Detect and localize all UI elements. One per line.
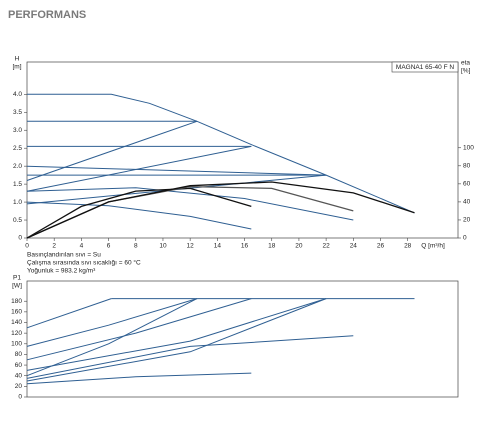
curve [26, 298, 327, 371]
x-tick-label: 26 [377, 243, 385, 250]
x-tick-label: 10 [159, 243, 167, 250]
y-tick-label: 0 [18, 235, 22, 242]
curve [26, 298, 198, 347]
y-tick-label: 2.5 [13, 145, 22, 152]
y2-tick-label: 80 [463, 163, 471, 170]
y-tick-label: 0.5 [13, 217, 22, 224]
x-tick-label: 18 [268, 243, 276, 250]
y-axis-unit: [m] [12, 64, 21, 71]
y-axis-label: H [15, 56, 20, 63]
curve [26, 298, 112, 329]
y-tick-label: 1.0 [13, 199, 22, 206]
y2-tick-label: 0 [463, 235, 467, 242]
x-tick-label: 16 [241, 243, 249, 250]
x-tick-label: 4 [80, 243, 84, 250]
y-tick-label: 4.0 [13, 91, 22, 98]
y2-axis-unit: [%] [461, 68, 471, 75]
legend-box [391, 61, 459, 73]
y-tick-label: 160 [11, 309, 22, 316]
x-tick-label: 6 [107, 243, 111, 250]
x-tick-label: 22 [322, 243, 330, 250]
curve [26, 185, 354, 239]
curve [26, 298, 327, 382]
y-tick-label: 100 [11, 341, 22, 348]
note: Çalışma sırasında sıvı sıcaklığı = 60 °C [27, 259, 141, 267]
x-tick-label: 0 [25, 243, 29, 250]
y2-tick-label: 100 [463, 144, 474, 151]
y2-tick-label: 40 [463, 199, 471, 206]
curve [26, 181, 415, 239]
curve [26, 298, 252, 361]
y-tick-label: 120 [11, 330, 22, 337]
plot-frame [26, 280, 459, 398]
curve [26, 335, 354, 379]
curve [26, 165, 327, 176]
y2-tick-label: 60 [463, 181, 471, 188]
curve [26, 187, 354, 221]
x-tick-label: 12 [187, 243, 195, 250]
y-axis-label: P1 [13, 275, 21, 282]
y2-axis-label: eta [461, 60, 470, 67]
y-tick-label: 40 [15, 372, 23, 379]
x-tick-label: 14 [214, 243, 222, 250]
y-tick-label: 2.0 [13, 163, 22, 170]
x-tick-label: 28 [404, 243, 412, 250]
y2-tick-label: 20 [463, 217, 471, 224]
note: Basınçlandırılan sıvı = Su [27, 252, 101, 259]
y-axis-unit: [W] [12, 283, 22, 290]
page-title: PERFORMANS [8, 9, 86, 21]
x-tick-label: 24 [350, 243, 358, 250]
curve [26, 187, 252, 239]
curve [26, 201, 252, 230]
y-tick-label: 60 [15, 362, 23, 369]
plot-frame [26, 61, 459, 239]
x-tick-label: 20 [295, 243, 303, 250]
y-tick-label: 140 [11, 319, 22, 326]
curve [27, 93, 415, 214]
y-tick-label: 1.5 [13, 181, 22, 188]
note: Yoğunluk = 983.2 kg/m³ [27, 268, 96, 275]
y-tick-label: 20 [15, 383, 23, 390]
curve [26, 145, 252, 192]
curve [26, 298, 198, 377]
y-tick-label: 3.5 [13, 109, 22, 116]
x-axis-label: Q [m³/h] [421, 243, 445, 250]
y-tick-label: 80 [15, 351, 23, 358]
y-tick-label: 3.0 [13, 127, 22, 134]
x-tick-label: 8 [134, 243, 138, 250]
curve [26, 372, 252, 385]
x-tick-label: 2 [52, 243, 56, 250]
y-tick-label: 0 [18, 394, 22, 401]
curve [26, 120, 198, 181]
legend-text: MAGNA1 65-40 F N [396, 64, 454, 71]
y-tick-label: 180 [11, 298, 22, 305]
